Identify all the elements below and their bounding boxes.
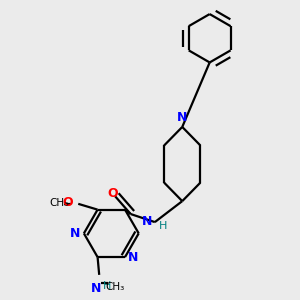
Text: N: N	[91, 282, 101, 295]
Text: N: N	[142, 215, 152, 228]
Text: N: N	[128, 250, 139, 264]
Text: H: H	[103, 281, 111, 291]
Text: CH₃: CH₃	[49, 198, 68, 208]
Text: O: O	[107, 187, 118, 200]
Text: O: O	[63, 196, 74, 209]
Text: N: N	[70, 227, 81, 240]
Text: CH₃: CH₃	[105, 282, 124, 292]
Text: H: H	[159, 221, 167, 231]
Text: N: N	[177, 111, 188, 124]
